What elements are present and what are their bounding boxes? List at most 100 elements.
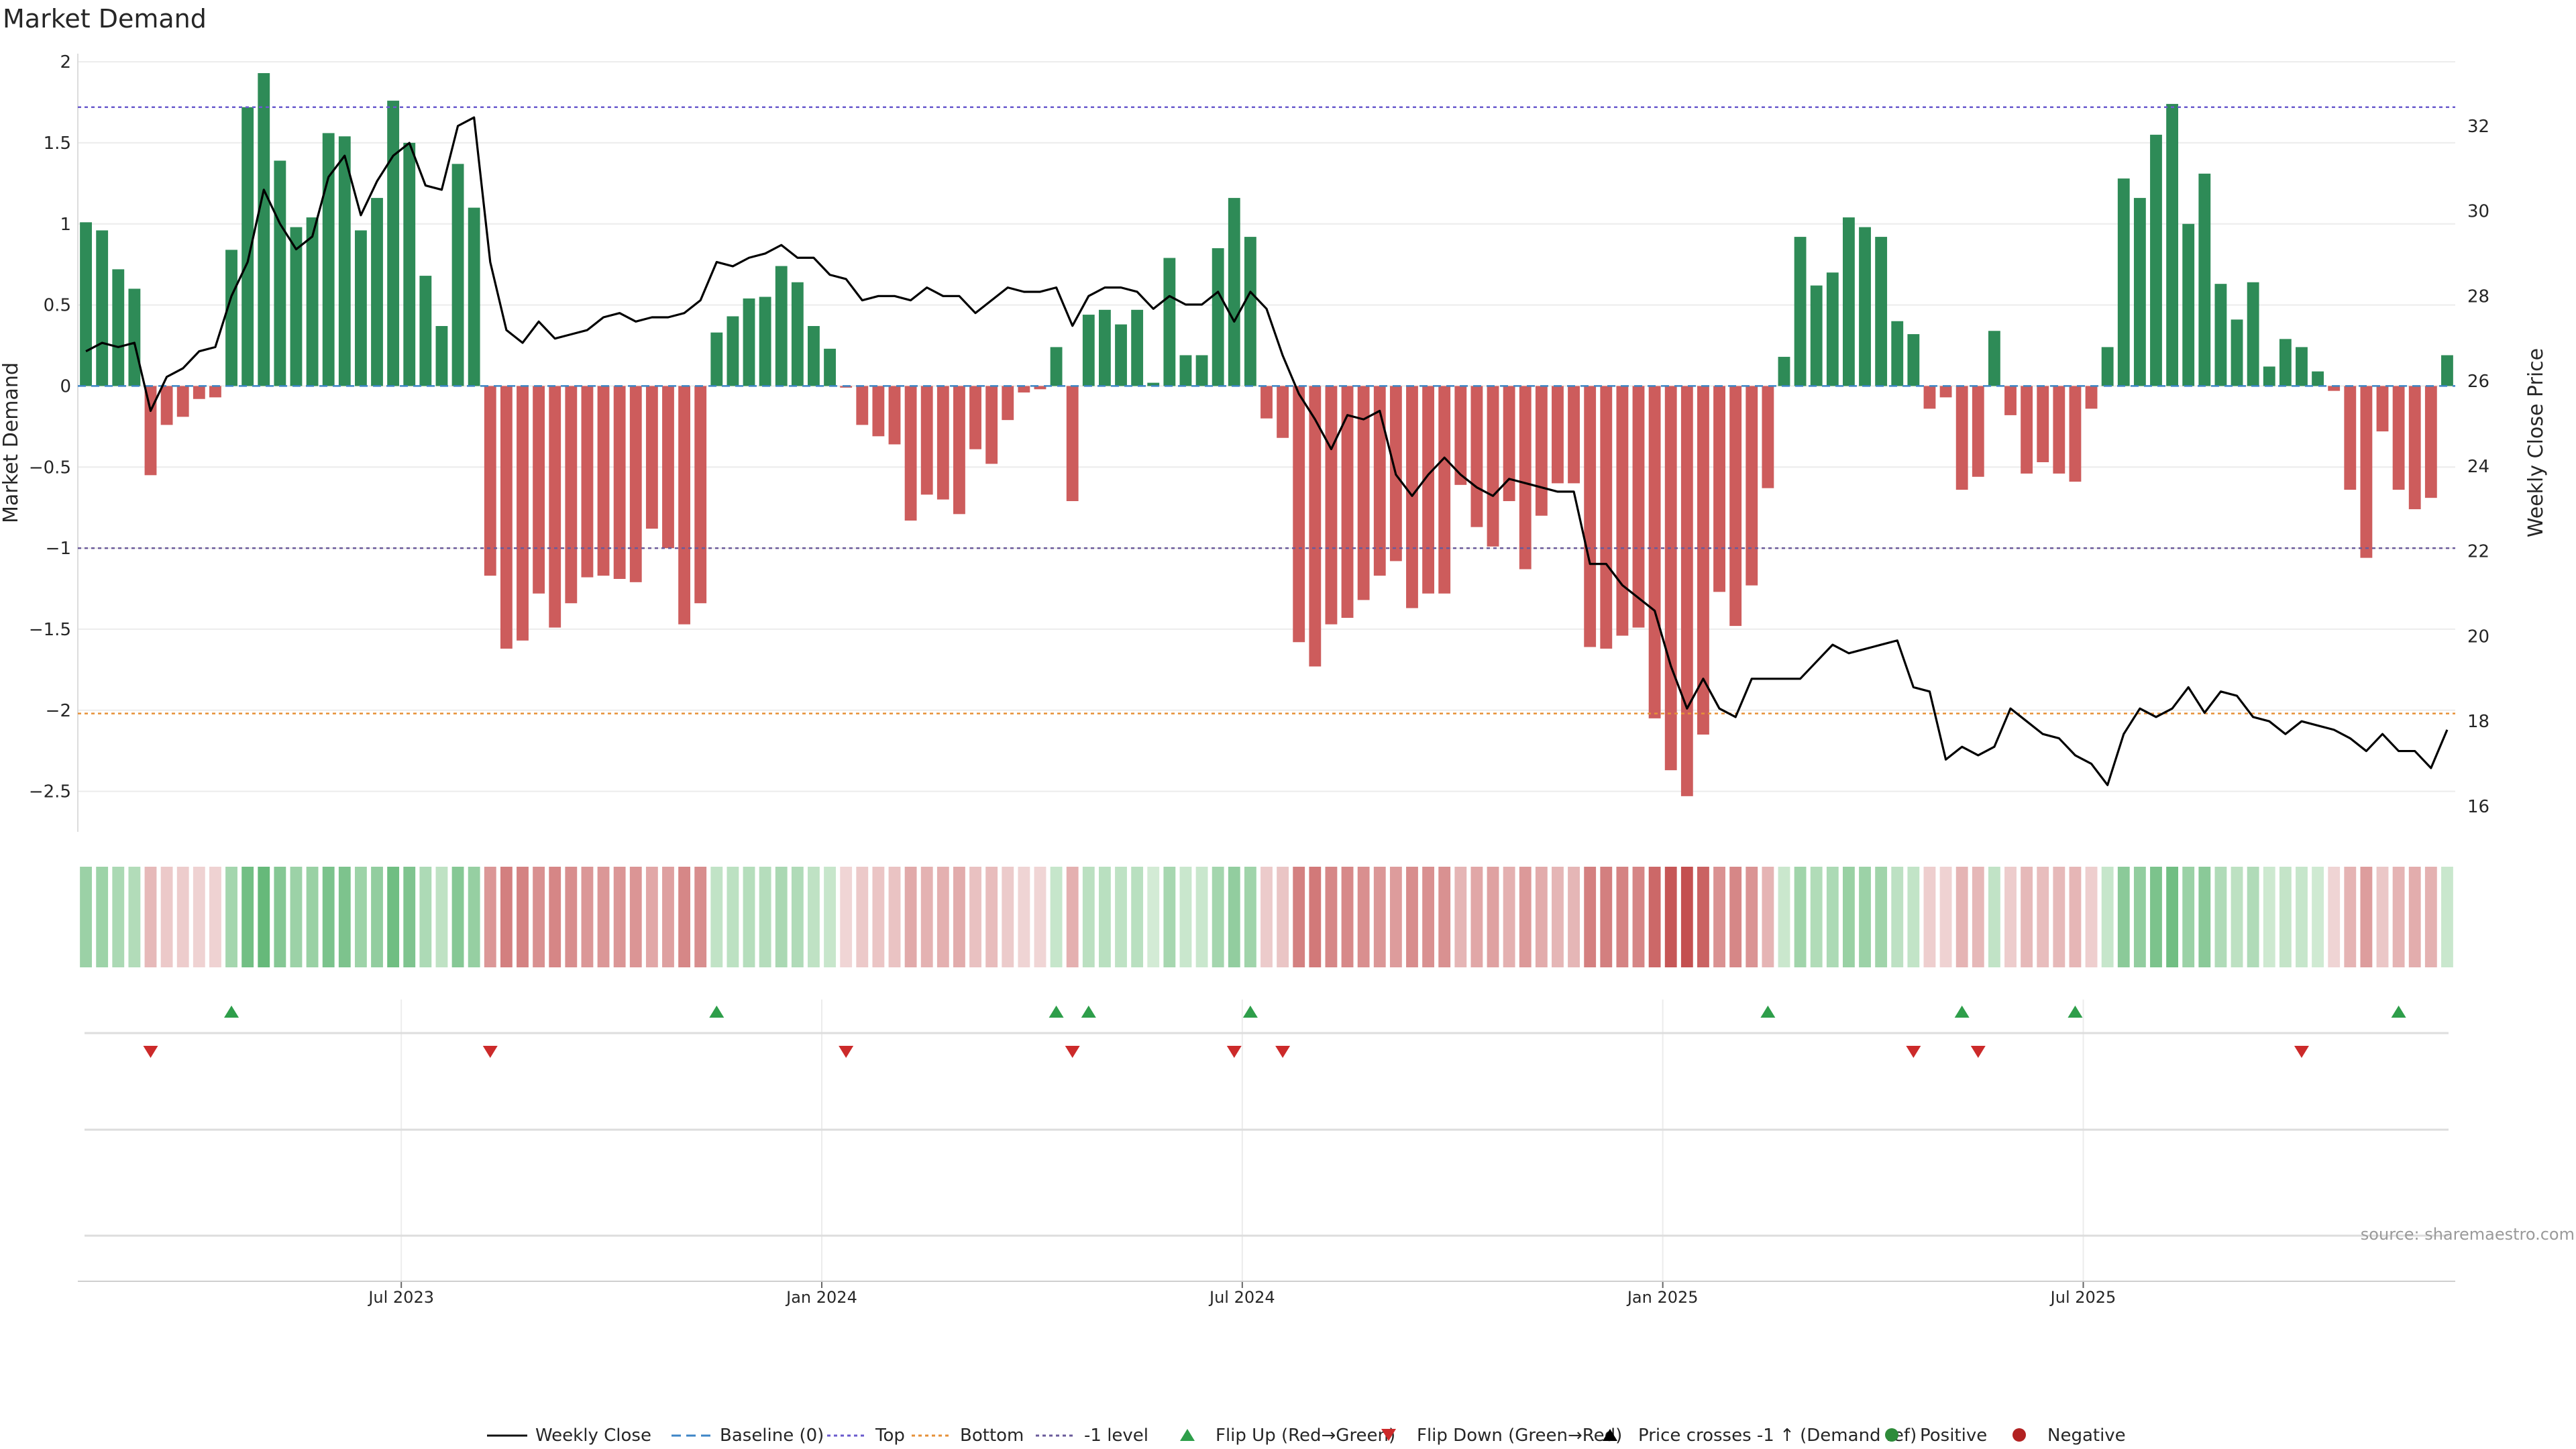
demand-bar xyxy=(1228,198,1240,386)
demand-bar xyxy=(1487,386,1499,547)
heat-cell xyxy=(419,867,432,967)
demand-bar xyxy=(1034,386,1046,390)
y2-tick-label: 18 xyxy=(2467,712,2489,732)
heat-cell xyxy=(1002,867,1014,967)
heat-cell xyxy=(1794,867,1807,967)
heat-cell xyxy=(517,867,529,967)
demand-bar xyxy=(1891,321,1904,386)
demand-bar xyxy=(953,386,965,515)
demand-bars xyxy=(80,73,2453,796)
heat-cell xyxy=(2360,867,2373,967)
flip-up-marker xyxy=(1081,1006,1096,1018)
heat-cell xyxy=(2441,867,2453,967)
legend-item: Negative xyxy=(2012,1426,2126,1446)
flip-up-marker xyxy=(224,1006,239,1018)
demand-bar xyxy=(1632,386,1645,628)
demand-bar xyxy=(2360,386,2373,558)
heat-cell xyxy=(1664,867,1677,967)
y2-tick-label: 28 xyxy=(2467,286,2489,307)
heat-cell xyxy=(1568,867,1580,967)
demand-bar xyxy=(1050,347,1063,386)
demand-bar xyxy=(1923,386,1936,409)
demand-bar xyxy=(645,386,658,529)
chart-title: Market Demand xyxy=(3,4,207,34)
heat-cell xyxy=(1680,867,1693,967)
demand-bar xyxy=(1470,386,1483,527)
demand-bar xyxy=(1584,386,1597,647)
heat-cell xyxy=(322,867,335,967)
heat-cell xyxy=(128,867,141,967)
x-tick-label: Jul 2023 xyxy=(367,1288,434,1307)
flip-up-marker xyxy=(2068,1006,2083,1018)
demand-bar xyxy=(888,386,901,445)
demand-bar xyxy=(808,326,820,386)
demand-bar xyxy=(1616,386,1629,636)
demand-bar xyxy=(1406,386,1418,608)
demand-bar xyxy=(549,386,561,628)
heat-cell xyxy=(759,867,771,967)
heat-cell xyxy=(1357,867,1370,967)
flip-up-marker xyxy=(1242,1006,1258,1018)
heat-cell xyxy=(1309,867,1322,967)
heat-cell xyxy=(1729,867,1742,967)
heat-cell xyxy=(1212,867,1224,967)
heat-cell xyxy=(856,867,869,967)
demand-bar xyxy=(1778,356,1790,386)
heat-cell xyxy=(2263,867,2275,967)
demand-bar xyxy=(1503,386,1515,501)
heat-cell xyxy=(953,867,965,967)
heat-cell xyxy=(678,867,691,967)
legend-swatch xyxy=(1603,1429,1617,1441)
y-tick-label: 1.5 xyxy=(44,133,71,154)
heat-cell xyxy=(274,867,286,967)
heat-cell xyxy=(1406,867,1418,967)
y-axis-label: Market Demand xyxy=(0,362,23,523)
heat-cell xyxy=(1826,867,1839,967)
demand-bar xyxy=(1260,386,1273,419)
heat-cell xyxy=(258,867,270,967)
demand-bar xyxy=(1939,386,1952,398)
legend-label: Flip Up (Red→Green) xyxy=(1216,1426,1395,1446)
heat-cell xyxy=(2408,867,2421,967)
flip-down-marker xyxy=(839,1046,854,1058)
demand-bar xyxy=(290,227,303,386)
demand-bar xyxy=(2296,347,2308,386)
heat-cell xyxy=(176,867,189,967)
heat-cell xyxy=(727,867,739,967)
demand-bar xyxy=(1648,386,1661,718)
heat-cell xyxy=(1859,867,1871,967)
x-tick-label: Jan 2024 xyxy=(785,1288,857,1307)
heat-cell xyxy=(969,867,981,967)
y2-tick-label: 22 xyxy=(2467,542,2489,562)
demand-bar xyxy=(1535,386,1548,516)
flip-up-marker xyxy=(1049,1006,1064,1018)
flip-up-marker xyxy=(709,1006,724,1018)
demand-bar xyxy=(96,230,109,386)
heat-cell xyxy=(371,867,383,967)
demand-bar xyxy=(468,207,480,386)
legend-swatch xyxy=(1180,1429,1195,1441)
heat-cell xyxy=(662,867,674,967)
heat-cell xyxy=(160,867,173,967)
legend-swatch xyxy=(2012,1428,2026,1442)
y-tick-label: −2 xyxy=(46,701,71,721)
flip-down-marker xyxy=(2294,1046,2309,1058)
heat-cell xyxy=(904,867,917,967)
demand-bar xyxy=(1293,386,1305,643)
demand-bar xyxy=(1955,386,1968,490)
demand-bar xyxy=(517,386,529,641)
heat-cell xyxy=(1034,867,1046,967)
demand-bar xyxy=(435,326,448,386)
demand-bar xyxy=(241,107,254,386)
legend-item: Weekly Close xyxy=(487,1426,651,1446)
demand-bar xyxy=(1859,227,1871,386)
heat-cell xyxy=(1050,867,1063,967)
heat-cell xyxy=(1746,867,1758,967)
heat-cell xyxy=(710,867,723,967)
legend-label: Price crosses -1 ↑ (Demand ref) xyxy=(1638,1426,1917,1446)
heat-cell xyxy=(2166,867,2179,967)
demand-bar xyxy=(710,332,723,386)
heat-cell xyxy=(1810,867,1823,967)
heat-cell xyxy=(1244,867,1256,967)
heat-cell xyxy=(743,867,755,967)
